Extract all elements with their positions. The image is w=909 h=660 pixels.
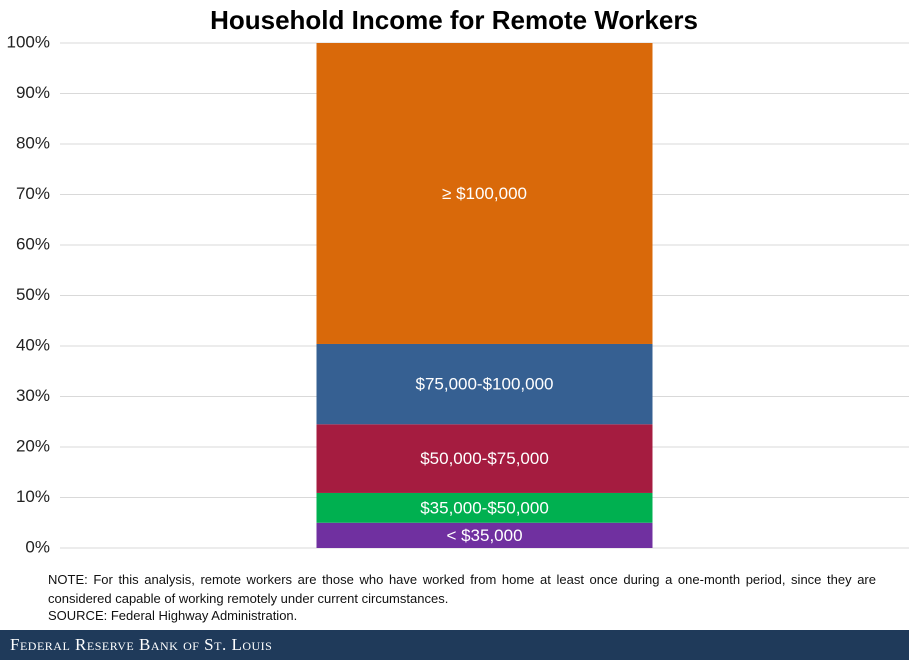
bar-segment [316, 343, 653, 425]
segment-label: $35,000-$50,000 [420, 498, 549, 517]
y-tick-label: 0% [25, 537, 50, 556]
bar-segment [316, 43, 653, 344]
y-tick-label: 50% [16, 285, 50, 304]
chart: Household Income for Remote Workers 0% 10… [7, 5, 909, 556]
segment-label: ≥ $100,000 [442, 184, 527, 203]
bar-segment [316, 522, 653, 548]
y-tick-label: 70% [16, 184, 50, 203]
bar-segment [316, 492, 653, 523]
bar-segment [316, 424, 653, 493]
y-tick-label: 100% [7, 32, 50, 51]
note: NOTE: For this analysis, remote workers … [48, 572, 876, 606]
segment-label: $75,000-$100,000 [415, 375, 553, 394]
footer-bar: Federal Reserve Bank of St. Louis [0, 630, 909, 660]
y-tick-label: 10% [16, 487, 50, 506]
y-tick-label: 20% [16, 436, 50, 455]
segment-label: $50,000-$75,000 [420, 449, 549, 468]
y-tick-label: 40% [16, 335, 50, 354]
y-tick-label: 80% [16, 133, 50, 152]
chart-title: Household Income for Remote Workers [210, 5, 698, 35]
y-tick-label: 30% [16, 386, 50, 405]
source: SOURCE: Federal Highway Administration. [48, 608, 298, 623]
y-tick-label: 60% [16, 234, 50, 253]
footer-text: Federal Reserve Bank of St. Louis [10, 635, 273, 654]
y-tick-label: 90% [16, 83, 50, 102]
segment-label: < $35,000 [446, 526, 522, 545]
